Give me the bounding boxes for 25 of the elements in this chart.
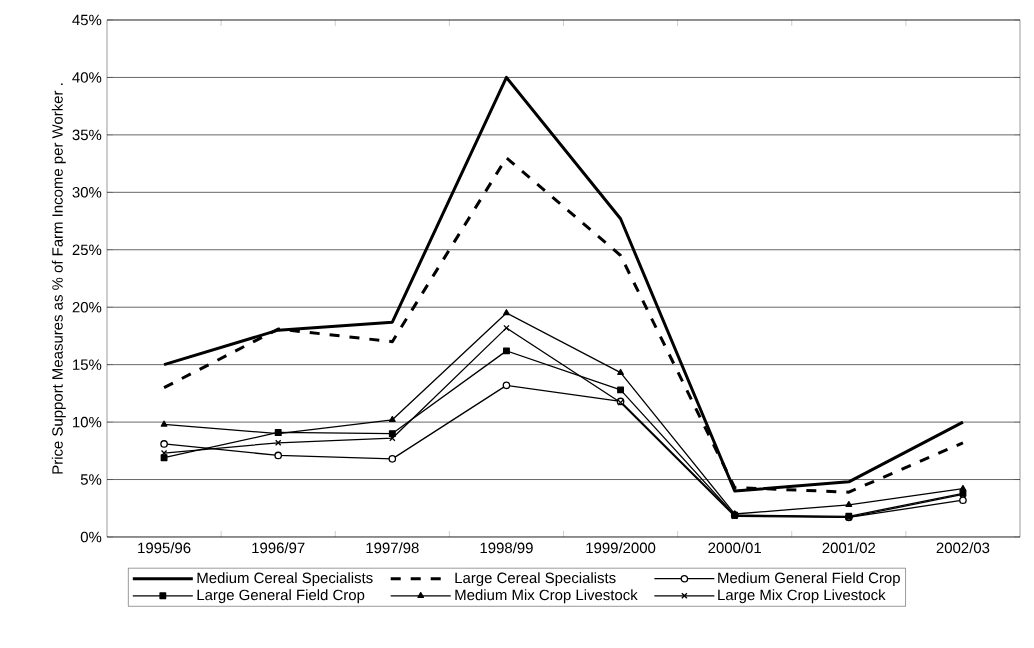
legend-label: Medium Cereal Specialists: [197, 572, 373, 587]
legend-label: Medium Mix Crop Livestock: [455, 589, 638, 604]
y-axis-title: Price Support Measures as % of Farm Income per Worker .: [51, 83, 66, 474]
legend-label: Large Mix Crop Livestock: [718, 589, 886, 604]
y-tick-label: 45%: [72, 14, 102, 26]
y-tick-label: 10%: [73, 416, 102, 428]
legend-label: Large General Field Crop: [197, 589, 365, 604]
x-tick-label: 2000/01: [708, 542, 761, 554]
legend-label: Large Cereal Specialists: [455, 572, 616, 587]
x-tick-label: 2002/03: [936, 542, 990, 554]
y-tick-label: 25%: [72, 244, 102, 256]
y-tick-label: 20%: [72, 301, 102, 313]
y-tick-label: 0%: [80, 531, 102, 543]
y-tick-label: 15%: [73, 359, 102, 370]
y-tick-label: 30%: [72, 187, 102, 198]
x-tick-label: 1995/96: [138, 542, 191, 554]
y-tick-label: 5%: [80, 474, 102, 485]
legend-label: Medium General Field Crop: [718, 572, 900, 587]
x-tick-label: 1998/99: [480, 542, 533, 554]
x-tick-label: 1997/98: [366, 542, 419, 554]
x-tick-label: 1996/97: [252, 542, 305, 554]
x-tick-label: 1999/2000: [586, 542, 656, 554]
x-tick-label: 2001/02: [822, 542, 876, 554]
y-tick-label: 35%: [72, 129, 102, 141]
y-tick-label: 40%: [72, 72, 102, 83]
